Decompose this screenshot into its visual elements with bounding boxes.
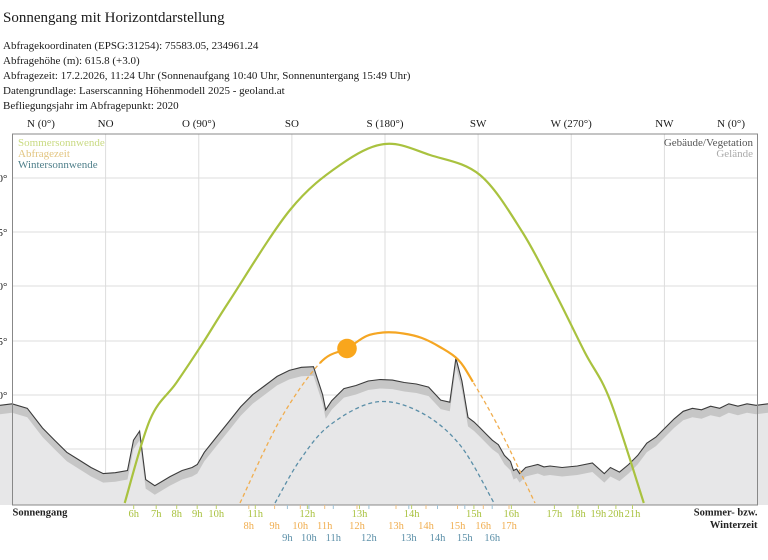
svg-text:75°: 75° <box>0 227 7 239</box>
svg-text:15h: 15h <box>450 521 467 532</box>
svg-text:16h: 16h <box>484 533 501 544</box>
svg-text:11h: 11h <box>248 509 264 520</box>
svg-text:15h: 15h <box>466 509 483 520</box>
svg-text:8h: 8h <box>171 509 182 520</box>
svg-text:O (90°): O (90°) <box>182 118 216 130</box>
svg-text:12h: 12h <box>349 521 366 532</box>
svg-text:11h: 11h <box>317 521 333 532</box>
svg-text:SO: SO <box>285 118 299 130</box>
svg-text:N (0°): N (0°) <box>717 118 745 130</box>
svg-text:9h: 9h <box>269 521 280 532</box>
svg-text:12h: 12h <box>300 509 317 520</box>
svg-text:21h: 21h <box>625 509 642 520</box>
svg-text:16h: 16h <box>475 521 492 532</box>
svg-text:6h: 6h <box>128 509 139 520</box>
svg-text:13h: 13h <box>352 509 369 520</box>
svg-text:NO: NO <box>98 118 114 130</box>
svg-text:14h: 14h <box>418 521 435 532</box>
svg-text:NW: NW <box>655 118 674 130</box>
svg-text:W (270°): W (270°) <box>551 118 592 130</box>
svg-text:9h: 9h <box>282 533 293 544</box>
svg-text:15h: 15h <box>457 533 474 544</box>
svg-text:10h: 10h <box>208 509 225 520</box>
svg-text:20h: 20h <box>608 509 625 520</box>
svg-text:16h: 16h <box>504 509 521 520</box>
svg-text:N (0°): N (0°) <box>27 118 55 130</box>
svg-text:10h: 10h <box>292 521 309 532</box>
svg-text:14h: 14h <box>430 533 447 544</box>
svg-text:7h: 7h <box>151 509 162 520</box>
svg-text:17h: 17h <box>547 509 564 520</box>
svg-text:45°: 45° <box>0 336 7 348</box>
svg-text:17h: 17h <box>501 521 518 532</box>
svg-text:Winterzeit: Winterzeit <box>710 520 758 531</box>
svg-text:60°: 60° <box>0 281 7 293</box>
svg-text:Sonnengang: Sonnengang <box>13 508 69 519</box>
svg-text:12h: 12h <box>361 533 378 544</box>
svg-text:13h: 13h <box>388 521 405 532</box>
svg-text:90°: 90° <box>0 173 7 185</box>
svg-text:11h: 11h <box>326 533 342 544</box>
svg-text:Gelände: Gelände <box>716 148 753 160</box>
svg-text:SW: SW <box>470 118 487 130</box>
svg-text:9h: 9h <box>192 509 203 520</box>
svg-text:S (180°): S (180°) <box>366 118 403 130</box>
svg-text:18h: 18h <box>570 509 587 520</box>
svg-text:30°: 30° <box>0 390 7 402</box>
svg-text:10h: 10h <box>301 533 318 544</box>
svg-text:Wintersonnwende: Wintersonnwende <box>18 159 98 171</box>
svg-text:8h: 8h <box>244 521 255 532</box>
svg-text:Sommer- bzw.: Sommer- bzw. <box>694 508 758 519</box>
svg-text:13h: 13h <box>401 533 418 544</box>
svg-text:19h: 19h <box>591 509 608 520</box>
svg-text:14h: 14h <box>404 509 421 520</box>
